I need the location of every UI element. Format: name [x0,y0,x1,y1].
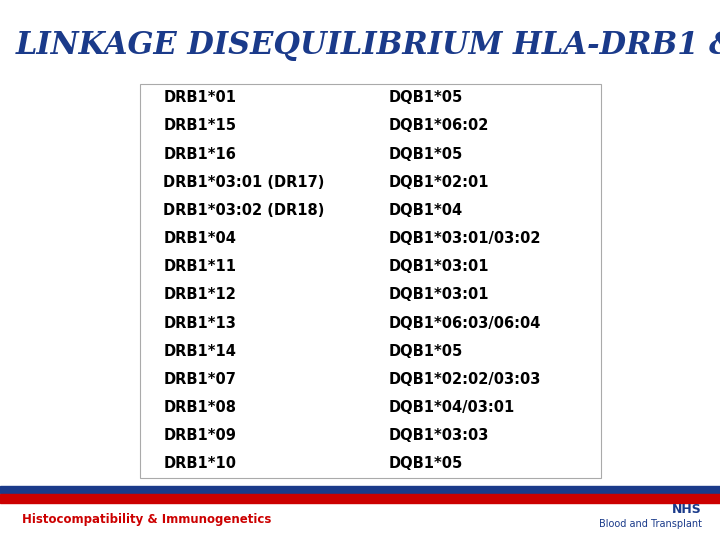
Text: DRB1*04: DRB1*04 [163,231,236,246]
Text: DRB1*09: DRB1*09 [163,428,236,443]
Text: DQB1*03:01: DQB1*03:01 [389,287,490,302]
Text: Blood and Transplant: Blood and Transplant [599,519,702,529]
Text: DQB1*05: DQB1*05 [389,456,463,471]
Text: DQB1*04/03:01: DQB1*04/03:01 [389,400,515,415]
Text: DQB1*05: DQB1*05 [389,146,463,161]
Text: DQB1*05: DQB1*05 [389,343,463,359]
Text: DQB1*02:01: DQB1*02:01 [389,175,490,190]
Bar [0,494,720,503]
Text: DRB1*16: DRB1*16 [163,146,236,161]
Text: DQB1*03:01/03:02: DQB1*03:01/03:02 [389,231,541,246]
Text: DQB1*04: DQB1*04 [389,203,463,218]
Text: DRB1*03:02 (DR18): DRB1*03:02 (DR18) [163,203,325,218]
Text: DRB1*12: DRB1*12 [163,287,236,302]
Text: DQB1*06:03/06:04: DQB1*06:03/06:04 [389,315,541,330]
Text: DRB1*01: DRB1*01 [163,90,236,105]
Text: DRB1*08: DRB1*08 [163,400,236,415]
Text: Histocompatibility & Immunogenetics: Histocompatibility & Immunogenetics [22,513,271,526]
Text: DRB1*10: DRB1*10 [163,456,236,471]
Bar [0,486,720,493]
Text: DQB1*05: DQB1*05 [389,90,463,105]
Text: DRB1*03:01 (DR17): DRB1*03:01 (DR17) [163,175,325,190]
Text: DRB1*13: DRB1*13 [163,315,236,330]
Text: DRB1*11: DRB1*11 [163,259,236,274]
Text: LINKAGE DISEQUILIBRIUM HLA-DRB1 & DQB1: LINKAGE DISEQUILIBRIUM HLA-DRB1 & DQB1 [16,30,720,60]
Text: DQB1*03:01: DQB1*03:01 [389,259,490,274]
Text: DRB1*14: DRB1*14 [163,343,236,359]
Text: DQB1*02:02/03:03: DQB1*02:02/03:03 [389,372,541,387]
Text: DQB1*06:02: DQB1*06:02 [389,118,489,133]
Text: DRB1*15: DRB1*15 [163,118,236,133]
Bar [140,84,601,478]
Text: DRB1*07: DRB1*07 [163,372,236,387]
Text: NHS: NHS [672,503,702,516]
Text: DQB1*03:03: DQB1*03:03 [389,428,489,443]
